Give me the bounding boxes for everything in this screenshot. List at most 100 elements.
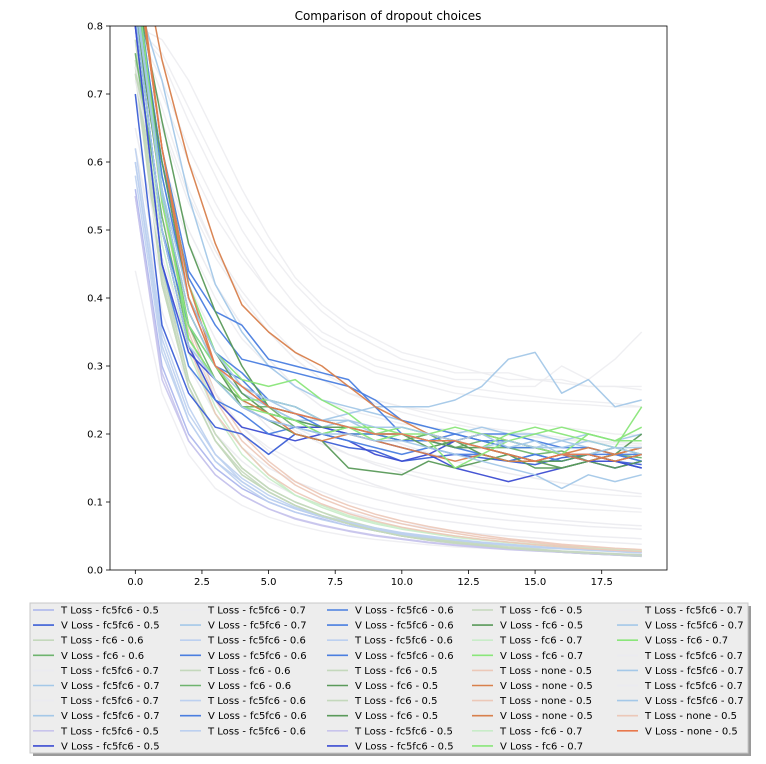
legend-entry: V Loss - fc6 - 0.7 bbox=[617, 636, 728, 647]
legend-entry: T Loss - fc5fc6 - 0.6 bbox=[180, 696, 306, 707]
legend-label: V Loss - none - 0.5 bbox=[645, 726, 738, 737]
legend-label: V Loss - fc6 - 0.5 bbox=[355, 681, 438, 692]
legend-entry: T Loss - fc5fc6 - 0.6 bbox=[180, 726, 306, 737]
legend-label: T Loss - fc5fc6 - 0.7 bbox=[60, 666, 159, 677]
x-tick-label: 17.5 bbox=[591, 577, 613, 588]
faint-series-line-10 bbox=[134, 26, 642, 408]
legend-label: T Loss - fc6 - 0.7 bbox=[499, 636, 582, 647]
y-tick-label: 0.3 bbox=[87, 362, 103, 373]
legend-entry: V Loss - fc6 - 0.5 bbox=[327, 681, 438, 692]
legend-entry: V Loss - none - 0.5 bbox=[617, 726, 738, 737]
y-tick-label: 0.0 bbox=[87, 566, 103, 577]
series-line-1 bbox=[134, 93, 642, 466]
x-tick-label: 2.5 bbox=[194, 577, 210, 588]
legend-label: T Loss - fc6 - 0.7 bbox=[499, 726, 582, 737]
legend-label: T Loss - fc5fc6 - 0.7 bbox=[644, 651, 743, 662]
series-line-29 bbox=[134, 73, 642, 556]
legend-label: V Loss - fc5fc6 - 0.6 bbox=[208, 651, 307, 662]
series-line-39 bbox=[134, 127, 642, 530]
legend-label: T Loss - fc5fc6 - 0.7 bbox=[60, 696, 159, 707]
series-line-40 bbox=[136, 26, 642, 490]
legend-label: T Loss - none - 0.5 bbox=[499, 666, 592, 677]
legend-entry: T Loss - fc6 - 0.5 bbox=[327, 666, 437, 677]
legend-entry: T Loss - fc5fc6 - 0.5 bbox=[33, 726, 159, 737]
legend-entry: V Loss - fc6 - 0.7 bbox=[472, 741, 583, 752]
legend-entry: T Loss - fc5fc6 - 0.7 bbox=[617, 606, 743, 617]
faint-series-line-4 bbox=[134, 26, 642, 391]
legend-entry: T Loss - fc6 - 0.7 bbox=[472, 636, 582, 647]
series-line-23 bbox=[134, 66, 642, 556]
legend-label: V Loss - fc6 - 0.5 bbox=[355, 711, 438, 722]
series-line-44 bbox=[134, 66, 642, 495]
faint-series-line-2 bbox=[134, 26, 643, 388]
legend-entry: T Loss - fc6 - 0.5 bbox=[472, 606, 582, 617]
legend-entry: T Loss - fc5fc6 - 0.5 bbox=[33, 606, 159, 617]
faint-series-line-6 bbox=[134, 26, 642, 388]
legend-entry: T Loss - fc6 - 0.5 bbox=[327, 696, 437, 707]
legend-entry: T Loss - fc5fc6 - 0.5 bbox=[327, 726, 453, 737]
legend-entry: T Loss - none - 0.5 bbox=[472, 666, 592, 677]
x-tick-label: 12.5 bbox=[457, 577, 479, 588]
legend-entry: V Loss - fc5fc6 - 0.6 bbox=[327, 621, 454, 632]
legend-label: V Loss - fc5fc6 - 0.6 bbox=[355, 621, 454, 632]
legend-entry: T Loss - fc6 - 0.6 bbox=[180, 666, 290, 677]
legend-entry: V Loss - fc6 - 0.6 bbox=[33, 651, 144, 662]
y-tick-label: 0.2 bbox=[87, 430, 103, 441]
legend-label: T Loss - fc5fc6 - 0.7 bbox=[207, 606, 306, 617]
legend-entry: T Loss - none - 0.5 bbox=[617, 711, 737, 722]
legend-entry: V Loss - fc6 - 0.5 bbox=[327, 711, 438, 722]
y-tick-label: 0.8 bbox=[87, 22, 103, 33]
faint-series-line-1 bbox=[134, 26, 642, 408]
legend-label: T Loss - none - 0.5 bbox=[499, 696, 592, 707]
legend-entry: V Loss - fc6 - 0.7 bbox=[472, 651, 583, 662]
legend-entry: V Loss - fc5fc6 - 0.7 bbox=[617, 666, 744, 677]
legend-label: V Loss - fc5fc6 - 0.5 bbox=[61, 741, 160, 752]
series-layer bbox=[134, 26, 643, 558]
legend-label: T Loss - fc5fc6 - 0.7 bbox=[644, 606, 743, 617]
legend-entry: V Loss - fc5fc6 - 0.7 bbox=[617, 621, 744, 632]
legend-entry: V Loss - fc5fc6 - 0.6 bbox=[327, 651, 454, 662]
legend-entry: V Loss - fc6 - 0.6 bbox=[180, 681, 291, 692]
legend-label: T Loss - fc6 - 0.6 bbox=[207, 666, 290, 677]
x-tick-label: 7.5 bbox=[327, 577, 343, 588]
legend: T Loss - fc5fc6 - 0.5 V Loss - fc5fc6 - 0… bbox=[29, 602, 751, 756]
legend-entry: V Loss - fc5fc6 - 0.6 bbox=[327, 606, 454, 617]
legend-entry: V Loss - fc5fc6 - 0.7 bbox=[180, 621, 307, 632]
legend-label: V Loss - fc5fc6 - 0.7 bbox=[645, 696, 744, 707]
legend-entry: V Loss - fc5fc6 - 0.7 bbox=[617, 696, 744, 707]
legend-label: T Loss - fc6 - 0.5 bbox=[354, 696, 437, 707]
legend-label: T Loss - fc5fc6 - 0.5 bbox=[60, 726, 159, 737]
y-tick-label: 0.4 bbox=[87, 294, 103, 305]
legend-entry: T Loss - fc5fc6 - 0.7 bbox=[180, 606, 306, 617]
series-line-35 bbox=[138, 26, 642, 552]
series-line-11 bbox=[144, 26, 642, 442]
legend-entry: T Loss - fc5fc6 - 0.7 bbox=[33, 696, 159, 707]
legend-label: T Loss - fc6 - 0.5 bbox=[354, 666, 437, 677]
x-tick-label: 10.0 bbox=[391, 577, 413, 588]
legend-label: T Loss - fc5fc6 - 0.5 bbox=[354, 726, 453, 737]
legend-entry: V Loss - fc5fc6 - 0.7 bbox=[33, 711, 160, 722]
x-tick-label: 15.0 bbox=[524, 577, 546, 588]
series-line-41 bbox=[139, 26, 642, 442]
series-line-20 bbox=[144, 26, 642, 462]
axes-layer: 0.0 2.5 5.0 7.5 10.0 12.5 15.0 17.5 0.0 0.1 0.2 0.3… bbox=[87, 22, 668, 588]
legend-entry: T Loss - fc5fc6 - 0.7 bbox=[33, 666, 159, 677]
legend-label: V Loss - none - 0.5 bbox=[500, 681, 593, 692]
legend-label: V Loss - fc5fc6 - 0.6 bbox=[355, 651, 454, 662]
y-tick-label: 0.6 bbox=[87, 158, 103, 169]
legend-label: V Loss - fc6 - 0.7 bbox=[645, 636, 728, 647]
legend-label: V Loss - none - 0.5 bbox=[500, 711, 593, 722]
legend-label: V Loss - fc5fc6 - 0.6 bbox=[355, 606, 454, 617]
legend-label: T Loss - fc6 - 0.6 bbox=[60, 636, 143, 647]
legend-entry: V Loss - none - 0.5 bbox=[472, 681, 593, 692]
y-tick-label: 0.1 bbox=[87, 498, 103, 509]
series-line-2 bbox=[134, 39, 642, 558]
legend-entry: T Loss - fc5fc6 - 0.6 bbox=[180, 636, 306, 647]
y-tick-label: 0.5 bbox=[87, 226, 103, 237]
legend-label: V Loss - fc5fc6 - 0.7 bbox=[61, 711, 160, 722]
legend-label: V Loss - fc5fc6 - 0.7 bbox=[208, 621, 307, 632]
legend-entry: V Loss - fc5fc6 - 0.6 bbox=[180, 651, 307, 662]
legend-label: V Loss - fc6 - 0.6 bbox=[208, 681, 291, 692]
legend-label: T Loss - fc5fc6 - 0.6 bbox=[354, 636, 453, 647]
